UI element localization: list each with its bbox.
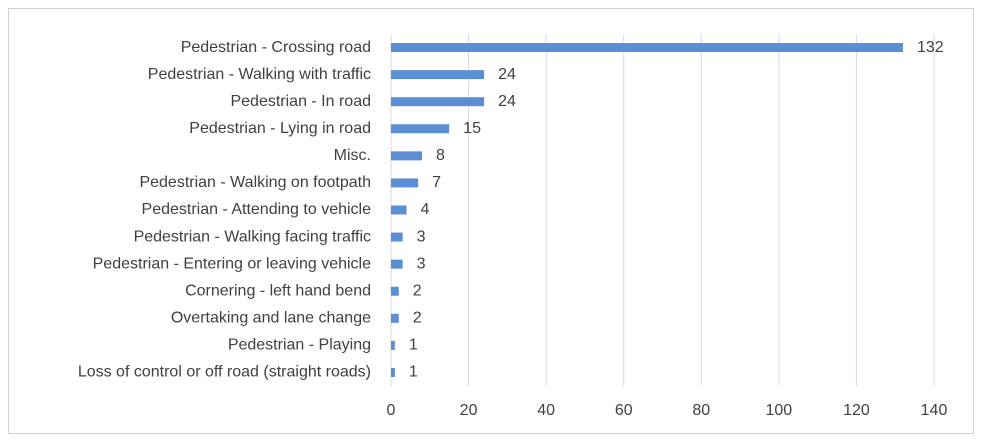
category-label: Pedestrian - Walking facing traffic xyxy=(134,228,371,245)
x-tick-label: 140 xyxy=(921,402,948,419)
category-label: Pedestrian - Attending to vehicle xyxy=(142,201,372,218)
category-labels: Pedestrian - Crossing road Pedestrian - W… xyxy=(78,39,371,381)
bar xyxy=(391,43,903,53)
bars xyxy=(391,43,903,377)
category-label: Misc. xyxy=(334,147,371,164)
value-label: 8 xyxy=(436,147,445,164)
x-axis-ticks: 0 20 40 60 80 100 120 140 xyxy=(387,402,948,419)
gridlines xyxy=(390,34,935,386)
category-label: Overtaking and lane change xyxy=(171,310,371,327)
bar xyxy=(391,70,485,80)
category-label: Loss of control or off road (straight ro… xyxy=(78,364,371,381)
category-label: Cornering - left hand bend xyxy=(185,282,371,299)
value-labels: 132 24 24 15 8 74 3 3 2 2 1 1 xyxy=(409,39,944,381)
category-label: Pedestrian - Playing xyxy=(228,337,371,354)
bar xyxy=(391,286,399,296)
x-tick-label: 80 xyxy=(692,402,710,419)
value-label: 15 xyxy=(463,120,481,137)
value-label: 3 xyxy=(417,255,426,272)
value-label: 2 xyxy=(413,310,422,327)
category-label: Pedestrian - In road xyxy=(230,93,371,110)
x-tick-label: 120 xyxy=(843,402,870,419)
category-label: Pedestrian - Walking on footpath xyxy=(139,174,371,191)
bar xyxy=(391,178,419,188)
value-label: 132 xyxy=(917,39,944,56)
value-label: 1 xyxy=(409,337,418,354)
bar xyxy=(391,97,485,107)
bar xyxy=(391,313,399,323)
value-label: 3 xyxy=(417,228,426,245)
x-tick-label: 60 xyxy=(615,402,633,419)
value-label: 24 xyxy=(498,93,516,110)
bar xyxy=(391,124,450,134)
bar xyxy=(391,232,403,242)
category-label: Pedestrian - Crossing road xyxy=(181,39,371,56)
bar xyxy=(391,340,395,350)
value-label: 2 xyxy=(413,282,422,299)
category-label: Pedestrian - Entering or leaving vehicle xyxy=(93,255,371,272)
value-label: 24 xyxy=(498,66,516,83)
bar xyxy=(391,259,403,269)
category-label: Pedestrian - Walking with traffic xyxy=(148,66,371,83)
bar xyxy=(391,205,407,215)
x-tick-label: 40 xyxy=(537,402,555,419)
x-tick-label: 0 xyxy=(387,402,396,419)
value-label: 1 xyxy=(409,364,418,381)
category-label: Pedestrian - Lying in road xyxy=(189,120,371,137)
x-tick-label: 20 xyxy=(460,402,478,419)
value-label: 4 xyxy=(421,201,430,218)
x-tick-label: 100 xyxy=(766,402,793,419)
chart-frame xyxy=(8,8,974,434)
bar xyxy=(391,151,423,161)
value-label: 7 xyxy=(432,174,441,191)
bar xyxy=(391,367,395,377)
